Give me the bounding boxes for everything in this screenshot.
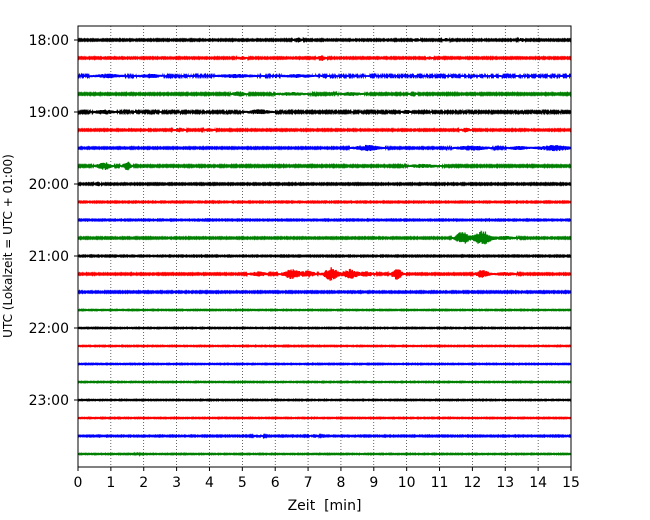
trace-2115 bbox=[77, 267, 572, 281]
x-tick-label: 2 bbox=[139, 475, 148, 491]
y-tick-label: 18:00 bbox=[29, 33, 69, 49]
x-tick-label: 6 bbox=[271, 475, 280, 491]
x-tick-label: 5 bbox=[238, 475, 247, 491]
x-axis-label: Zeit [min] bbox=[288, 498, 362, 514]
x-tick-label: 15 bbox=[562, 475, 580, 491]
trace-2330 bbox=[77, 432, 572, 440]
y-tick-label: 21:00 bbox=[29, 249, 69, 265]
trace-1830 bbox=[77, 72, 572, 80]
seismic-traces bbox=[77, 36, 572, 457]
trace-1815 bbox=[77, 55, 572, 62]
trace-2030 bbox=[77, 217, 572, 223]
plot-frame bbox=[77, 25, 572, 468]
x-tick-label: 10 bbox=[398, 475, 416, 491]
trace-1930 bbox=[77, 144, 572, 152]
x-tick-label: 0 bbox=[74, 475, 83, 491]
trace-1915 bbox=[77, 126, 572, 134]
trace-1945 bbox=[77, 161, 572, 171]
y-axis-ticks: 18:00 19:00 20:00 21:00 22:00 23:00 bbox=[29, 33, 78, 409]
x-tick-label: 11 bbox=[431, 475, 449, 491]
x-tick-label: 12 bbox=[463, 475, 481, 491]
x-tick-label: 4 bbox=[205, 475, 214, 491]
trace-2345 bbox=[77, 451, 572, 457]
x-tick-label: 14 bbox=[529, 475, 547, 491]
x-tick-label: 13 bbox=[496, 475, 514, 491]
trace-1900 bbox=[77, 108, 572, 116]
y-tick-label: 23:00 bbox=[29, 393, 69, 409]
trace-2100 bbox=[77, 253, 572, 259]
trace-2300 bbox=[77, 397, 572, 402]
trace-2245 bbox=[77, 380, 572, 384]
x-tick-label: 9 bbox=[369, 475, 378, 491]
trace-2045 bbox=[77, 230, 572, 245]
x-tick-label: 1 bbox=[106, 475, 115, 491]
y-axis-label: UTC (Lokalzeit = UTC + 01:00) bbox=[1, 154, 15, 338]
x-tick-label: 7 bbox=[304, 475, 313, 491]
trace-2315 bbox=[77, 416, 572, 420]
x-tick-label: 3 bbox=[172, 475, 181, 491]
y-tick-label: 22:00 bbox=[29, 321, 69, 337]
trace-2145 bbox=[77, 308, 572, 312]
trace-2230 bbox=[77, 362, 572, 366]
y-tick-label: 20:00 bbox=[29, 177, 69, 193]
trace-1800 bbox=[77, 36, 572, 44]
x-tick-label: 8 bbox=[336, 475, 345, 491]
y-tick-label: 19:00 bbox=[29, 105, 69, 121]
x-axis-ticks: 0 1 2 3 4 5 6 7 8 9 10 11 12 13 14 15 bbox=[74, 467, 580, 491]
trace-2000 bbox=[77, 180, 572, 187]
trace-2200 bbox=[77, 326, 572, 330]
trace-2215 bbox=[77, 344, 572, 348]
trace-2015 bbox=[77, 199, 572, 205]
trace-1845 bbox=[77, 90, 572, 98]
trace-2130 bbox=[77, 289, 572, 295]
